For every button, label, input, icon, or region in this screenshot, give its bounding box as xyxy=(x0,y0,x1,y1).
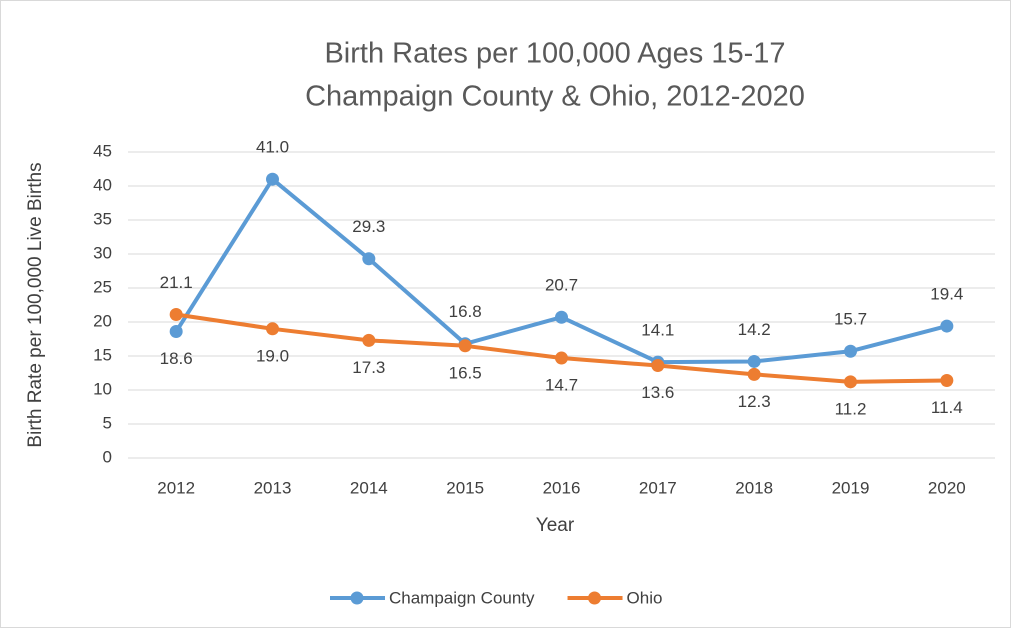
legend-label: Champaign County xyxy=(389,588,535,607)
data-label: 13.6 xyxy=(641,383,674,402)
data-point xyxy=(844,344,857,358)
y-tick-label: 45 xyxy=(93,141,112,160)
x-tick-label: 2016 xyxy=(543,478,581,497)
data-point xyxy=(362,333,376,347)
data-point xyxy=(458,339,472,353)
data-point xyxy=(940,319,954,333)
y-tick-label: 10 xyxy=(93,379,112,398)
data-point xyxy=(266,172,279,186)
chart-subtitle: Champaign County & Ohio, 2012-2020 xyxy=(305,81,805,113)
x-axis-label: Year xyxy=(536,515,575,536)
data-label: 11.2 xyxy=(835,399,867,418)
legend-label: Ohio xyxy=(627,588,663,607)
data-label: 41.0 xyxy=(256,138,289,157)
x-tick-label: 2019 xyxy=(832,478,870,497)
data-label: 14.2 xyxy=(738,320,771,339)
chart-title: Birth Rates per 100,000 Ages 15-17 xyxy=(324,38,785,70)
y-tick-label: 20 xyxy=(93,311,112,330)
data-label: 29.3 xyxy=(352,217,385,236)
y-tick-label: 5 xyxy=(103,413,112,432)
data-point xyxy=(555,310,568,324)
x-tick-label: 2015 xyxy=(446,478,484,497)
data-label: 21.1 xyxy=(160,273,193,292)
data-label: 14.7 xyxy=(545,376,578,395)
x-tick-label: 2014 xyxy=(350,478,388,497)
x-tick-label: 2018 xyxy=(735,478,773,497)
data-label: 19.0 xyxy=(256,346,289,365)
data-point xyxy=(747,354,761,368)
data-point xyxy=(169,308,183,322)
data-point xyxy=(844,375,857,389)
data-point xyxy=(169,325,183,339)
legend-marker xyxy=(588,591,602,605)
legend-marker xyxy=(350,591,364,605)
x-tick-label: 2017 xyxy=(639,478,677,497)
data-point xyxy=(266,322,279,336)
y-tick-label: 30 xyxy=(93,243,112,262)
y-tick-label: 25 xyxy=(93,277,112,296)
x-tick-label: 2013 xyxy=(254,478,292,497)
x-tick-label: 2012 xyxy=(157,478,195,497)
data-point xyxy=(940,373,954,387)
data-label: 11.4 xyxy=(931,398,963,417)
y-tick-label: 40 xyxy=(93,175,112,194)
data-point xyxy=(555,351,568,365)
data-label: 15.7 xyxy=(834,310,867,329)
data-label: 20.7 xyxy=(545,276,578,295)
x-tick-label: 2020 xyxy=(928,478,966,497)
data-label: 17.3 xyxy=(352,358,385,377)
y-tick-label: 15 xyxy=(93,345,112,364)
data-label: 12.3 xyxy=(738,392,771,411)
data-label: 16.8 xyxy=(449,302,482,321)
data-label: 14.1 xyxy=(641,321,674,340)
data-point xyxy=(747,367,761,381)
y-axis-label: Birth Rate per 100,000 Live Births xyxy=(25,162,46,447)
y-tick-label: 0 xyxy=(103,447,112,466)
data-point xyxy=(651,359,665,373)
data-label: 18.6 xyxy=(160,349,193,368)
y-tick-label: 35 xyxy=(93,209,112,228)
data-label: 19.4 xyxy=(930,285,963,304)
data-label: 16.5 xyxy=(449,363,482,382)
data-point xyxy=(362,252,376,266)
